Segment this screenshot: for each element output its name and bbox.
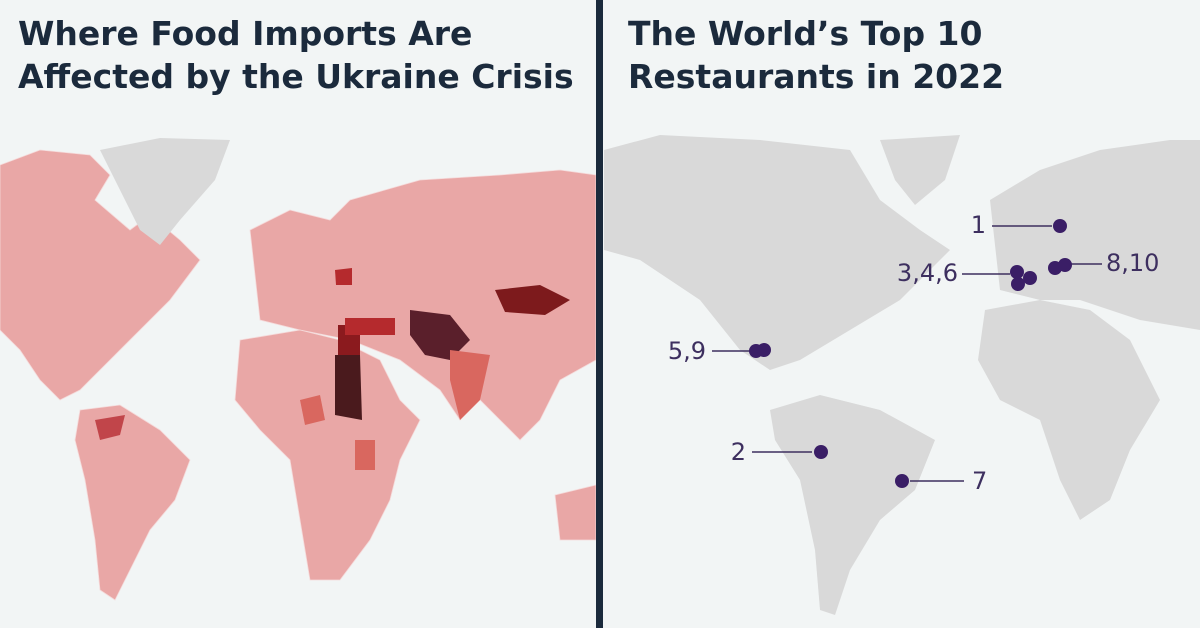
title-line: Restaurants in 2022 [628, 57, 1004, 96]
title-line: Where Food Imports Are [18, 14, 472, 53]
india [450, 350, 490, 420]
africa-dark [300, 395, 325, 425]
divider [596, 0, 603, 628]
marker-label: 8,10 [1106, 249, 1159, 277]
marker-label: 2 [731, 438, 746, 466]
marker-dot [1058, 258, 1072, 272]
marker-dot [1023, 271, 1037, 285]
africa-dark [355, 440, 375, 470]
central-asia [410, 310, 470, 360]
marker-dot [757, 343, 771, 357]
turkey [345, 318, 395, 335]
greenland [100, 138, 230, 245]
marker-dot [1011, 277, 1025, 291]
left-map [0, 138, 597, 601]
right-map [604, 135, 1200, 615]
marker-label: 7 [972, 467, 987, 495]
marker-dot [895, 474, 909, 488]
sudan [335, 355, 362, 420]
marker-label: 3,4,6 [897, 259, 958, 287]
venezuela [95, 415, 125, 440]
mongolia [495, 285, 570, 315]
marker-dot [814, 445, 828, 459]
marker-dot [1053, 219, 1067, 233]
marker-label: 5,9 [668, 337, 706, 365]
marker-label: 1 [971, 211, 986, 239]
marker-dot [1010, 265, 1024, 279]
title-line: The World’s Top 10 [628, 14, 982, 53]
title-line: Affected by the Ukraine Crisis [18, 57, 574, 96]
markers: 1 3,4,6 8,10 5,9 2 7 [668, 211, 1160, 495]
belarus [335, 268, 352, 285]
